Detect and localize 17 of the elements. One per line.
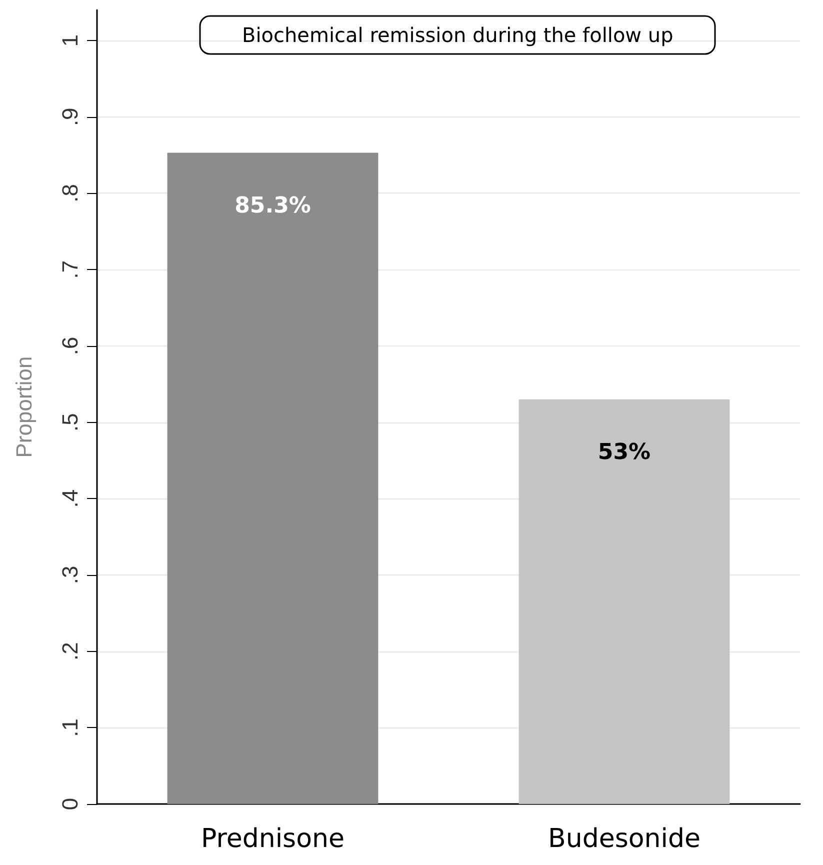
- y-tick-label: .2: [58, 642, 82, 660]
- y-axis-title: Proportion: [12, 356, 36, 458]
- y-tick-label: .6: [58, 336, 82, 356]
- x-tick-label: Prednisone: [201, 824, 344, 854]
- y-tick-label: 0: [58, 798, 82, 810]
- text: Biochemical remission during the follow up: [242, 23, 674, 47]
- y-tick-label: 1: [58, 34, 82, 47]
- x-tick-label: Budesonide: [548, 824, 700, 854]
- y-tick-label: .3: [58, 566, 82, 584]
- y-tick-label: .9: [58, 108, 82, 126]
- data-label: 85.3%: [234, 193, 311, 218]
- y-tick-label: .5: [58, 413, 82, 432]
- y-tick-label: .7: [58, 260, 82, 279]
- y-tick-label: .8: [58, 184, 82, 202]
- data-label: 53%: [598, 440, 651, 465]
- y-tick-label: .4: [58, 489, 82, 508]
- y-tick-label: .1: [58, 718, 82, 737]
